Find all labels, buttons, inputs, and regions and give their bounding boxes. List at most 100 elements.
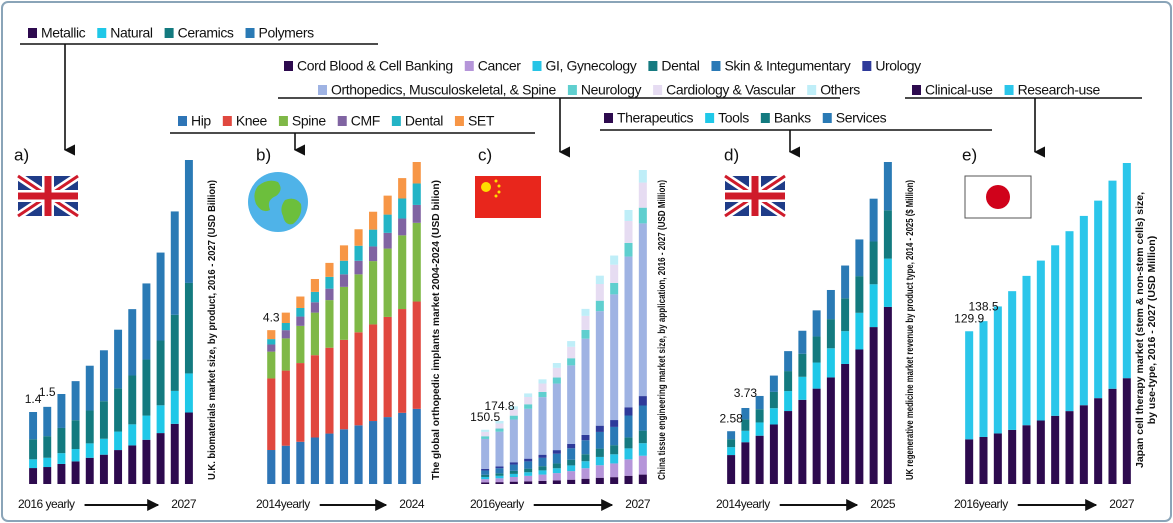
bar-segment <box>339 429 349 484</box>
bar-segment <box>142 359 151 416</box>
legend-label: Tools <box>718 110 749 126</box>
bar-segment <box>509 476 518 482</box>
x-tick-label: 2016yearly <box>954 497 1008 511</box>
bar-segment <box>156 433 165 484</box>
legend-label: CMF <box>351 113 380 129</box>
bar-segment <box>85 443 94 458</box>
bar-segment <box>567 465 576 472</box>
bar-segment <box>156 340 165 406</box>
bar-segment <box>993 433 1002 484</box>
legend-swatch <box>532 61 542 71</box>
bar-segment <box>128 445 137 484</box>
legend-label: Natural <box>110 25 153 41</box>
bar-segment <box>296 325 305 364</box>
y-axis-title: Japan cell therapy market (stem & non-st… <box>1134 192 1146 468</box>
bar-segment <box>170 211 179 315</box>
bar-segment <box>784 351 793 372</box>
bar-segment <box>509 481 518 484</box>
bar-segment <box>638 182 647 208</box>
bar-segment <box>114 431 123 451</box>
bar-segment <box>43 436 52 458</box>
bar-segment <box>755 409 764 423</box>
bar-segment <box>769 408 778 425</box>
bar-segment <box>354 229 363 246</box>
bar-segment <box>170 314 179 391</box>
bar-segment <box>595 448 604 457</box>
bar-segment <box>267 351 276 379</box>
legend-label: Neurology <box>581 82 642 98</box>
legend-label: SET <box>468 113 495 129</box>
bar-segment <box>398 235 407 310</box>
total-label: 129.9 <box>954 311 984 325</box>
legend-label: Hip <box>191 113 211 129</box>
bar-segment <box>142 439 151 484</box>
legend-swatch <box>222 116 232 126</box>
flag-japan <box>964 175 1032 219</box>
bar-segment <box>296 441 305 484</box>
legend-label: Polymers <box>259 25 315 41</box>
bar-segment <box>281 312 290 323</box>
bar-segment <box>184 412 193 484</box>
legend-label: Clinical-use <box>925 82 993 98</box>
bar-segment <box>538 454 547 458</box>
bar-segment <box>624 256 633 408</box>
bar-segment <box>595 275 604 285</box>
bar-segment <box>538 470 547 475</box>
legend-swatch <box>604 113 613 123</box>
bar-segment <box>412 162 421 184</box>
bar-segment <box>412 222 421 302</box>
bar-segment <box>624 220 633 243</box>
bar-segment <box>638 405 647 431</box>
bar-segment <box>1022 275 1031 426</box>
y-axis-title: by use-type, 2016 - 2027 (USD Million) <box>1146 236 1158 424</box>
bar-segment <box>812 310 821 337</box>
bar-segment <box>979 321 988 437</box>
legend-swatch <box>28 28 37 38</box>
legend-label: Metallic <box>41 25 86 41</box>
bar-segment <box>769 424 778 484</box>
bar-segment <box>310 437 319 484</box>
bar-segment <box>855 312 864 350</box>
bar-segment <box>1065 411 1074 484</box>
bar-segment <box>524 393 533 398</box>
bar-segment <box>369 324 378 422</box>
bar-segment <box>495 482 504 484</box>
total-label: 3.73 <box>734 386 758 400</box>
bar-segment <box>509 464 518 471</box>
bar-segment <box>1079 405 1088 484</box>
bar-segment <box>610 264 619 283</box>
bar-segment <box>114 388 123 432</box>
bar-segment <box>965 331 974 440</box>
panel-label: d) <box>724 145 739 164</box>
legend-swatch <box>1004 85 1014 95</box>
bar-segment <box>524 475 533 482</box>
bar-segment <box>325 288 334 301</box>
bar-segment <box>412 204 421 223</box>
bar-segment <box>826 348 835 378</box>
legend-swatch <box>318 85 327 95</box>
bar-segment <box>495 468 504 474</box>
bar-segment <box>965 439 974 484</box>
bar-segment <box>495 466 504 469</box>
bar-segment <box>29 439 38 460</box>
legend-swatch <box>705 113 715 123</box>
bar-segment <box>826 377 835 484</box>
bar-segment <box>741 430 750 443</box>
bar-segment <box>624 475 633 484</box>
bar-segment <box>624 437 633 449</box>
bar-segment <box>610 445 619 455</box>
bar-segment <box>383 195 392 215</box>
bar-segment <box>595 300 604 312</box>
bar-segment <box>281 338 290 371</box>
bar-segment <box>727 439 736 448</box>
bar-segment <box>784 371 793 392</box>
bar-segment <box>595 456 604 466</box>
bar-segment <box>538 480 547 484</box>
bar-segment <box>310 291 319 303</box>
total-label: 1.4 <box>25 392 42 406</box>
bar-segment <box>567 346 576 359</box>
bar-segment <box>624 415 633 438</box>
bar-segment <box>170 423 179 484</box>
bar-segment <box>281 323 290 331</box>
bar-segment <box>481 482 490 484</box>
